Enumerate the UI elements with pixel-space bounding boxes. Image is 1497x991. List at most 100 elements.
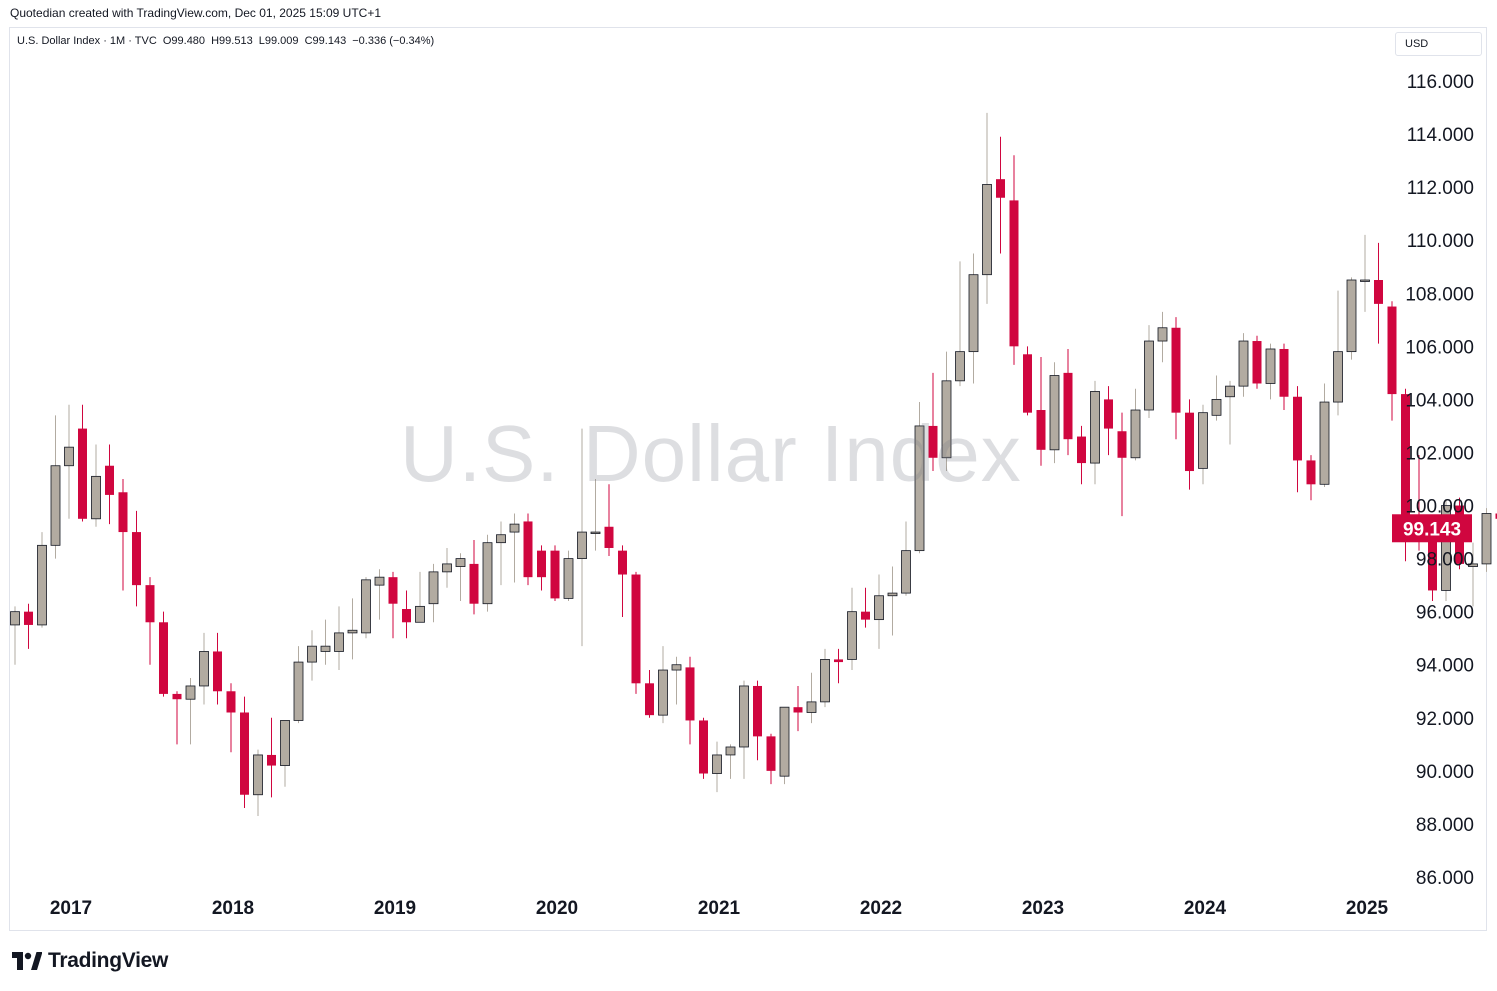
candle-2018-01[interactable] xyxy=(226,683,236,753)
candle-2019-10[interactable] xyxy=(509,513,520,583)
tradingview-logo[interactable]: TradingView xyxy=(12,949,168,973)
candle-2025-03[interactable] xyxy=(1387,301,1397,421)
candle-2018-08[interactable] xyxy=(320,619,331,665)
candle-2019-12[interactable] xyxy=(537,545,546,591)
candle-2017-12[interactable] xyxy=(213,632,222,705)
candle-2022-01[interactable] xyxy=(874,574,884,649)
candle-2023-03[interactable] xyxy=(1063,348,1073,456)
candle-2023-07[interactable] xyxy=(1117,412,1127,517)
candle-2019-11[interactable] xyxy=(523,513,533,586)
candle-2024-08[interactable] xyxy=(1293,386,1302,493)
candle-2018-07[interactable] xyxy=(307,630,317,681)
candle-2016-11[interactable] xyxy=(37,532,47,628)
candle-2017-01[interactable] xyxy=(64,404,74,519)
candle-2016-12[interactable] xyxy=(50,415,61,559)
candle-2024-01[interactable] xyxy=(1198,404,1208,485)
candle-2017-07[interactable] xyxy=(145,577,155,665)
candle-2019-08[interactable] xyxy=(482,534,493,612)
candle-2016-09[interactable] xyxy=(10,606,20,665)
candle-2020-08[interactable] xyxy=(645,670,654,718)
candle-2018-02[interactable] xyxy=(240,696,249,809)
candle-2017-06[interactable] xyxy=(132,510,141,607)
candle-2017-11[interactable] xyxy=(199,632,209,705)
candle-2022-04[interactable] xyxy=(914,402,925,554)
candle-2021-10[interactable] xyxy=(834,648,843,684)
candle-2020-11[interactable] xyxy=(685,656,695,745)
candle-2023-02[interactable] xyxy=(1049,362,1060,464)
candle-2018-04[interactable] xyxy=(267,717,276,798)
candle-2020-05[interactable] xyxy=(604,484,614,556)
candle-2017-02[interactable] xyxy=(78,404,87,522)
candle-2023-08[interactable] xyxy=(1130,388,1141,461)
candle-2024-02[interactable] xyxy=(1211,375,1222,421)
candle-2020-02[interactable] xyxy=(563,550,574,602)
candle-2020-01[interactable] xyxy=(550,545,560,602)
candle-2022-02[interactable] xyxy=(887,566,898,636)
candle-2023-10[interactable] xyxy=(1157,311,1168,363)
candle-2019-04[interactable] xyxy=(428,563,439,623)
candle-2025-10[interactable] xyxy=(1481,508,1492,572)
candle-2023-09[interactable] xyxy=(1144,325,1154,418)
candle-2023-12[interactable] xyxy=(1185,399,1194,490)
candle-2021-11[interactable] xyxy=(847,587,857,671)
candle-2020-06[interactable] xyxy=(618,545,627,617)
candle-2022-05[interactable] xyxy=(928,372,938,472)
candle-2018-09[interactable] xyxy=(334,606,344,671)
candle-2019-02[interactable] xyxy=(402,590,411,639)
candle-2022-11[interactable] xyxy=(1009,155,1019,365)
candle-2022-06[interactable] xyxy=(941,351,952,472)
candle-2020-04[interactable] xyxy=(590,479,601,551)
candle-2024-04[interactable] xyxy=(1238,333,1249,397)
candle-2018-05[interactable] xyxy=(280,720,290,787)
candle-2020-07[interactable] xyxy=(631,571,641,694)
candle-2022-10[interactable] xyxy=(996,136,1005,254)
candle-2024-09[interactable] xyxy=(1306,455,1316,501)
candle-2019-07[interactable] xyxy=(469,540,479,615)
candle-2021-01[interactable] xyxy=(712,741,722,793)
candle-2018-06[interactable] xyxy=(293,646,304,724)
candle-2018-03[interactable] xyxy=(253,749,263,816)
candle-2020-03[interactable] xyxy=(577,428,587,647)
legend-symbol[interactable]: U.S. Dollar Index · 1M · TVC xyxy=(17,35,157,47)
candle-2018-11[interactable] xyxy=(361,577,371,639)
candle-2017-04[interactable] xyxy=(105,444,114,525)
candle-2025-02[interactable] xyxy=(1374,242,1383,344)
candle-2021-08[interactable] xyxy=(806,672,817,724)
candle-2017-08[interactable] xyxy=(159,611,168,697)
candle-2021-12[interactable] xyxy=(861,587,870,628)
candle-2025-09[interactable] xyxy=(1468,542,1478,607)
candle-2017-05[interactable] xyxy=(118,479,128,591)
currency-selector[interactable]: USD xyxy=(1395,32,1482,56)
candle-2024-06[interactable] xyxy=(1265,343,1276,400)
candle-2018-10[interactable] xyxy=(347,598,358,660)
candle-2020-09[interactable] xyxy=(658,646,668,724)
candle-2022-12[interactable] xyxy=(1023,346,1032,416)
candle-2021-03[interactable] xyxy=(739,680,749,779)
candle-2021-06[interactable] xyxy=(779,706,790,785)
candle-2023-01[interactable] xyxy=(1036,356,1046,466)
candle-2021-04[interactable] xyxy=(753,680,762,761)
candle-2018-12[interactable] xyxy=(374,569,385,620)
candle-2019-09[interactable] xyxy=(496,521,506,586)
candle-2022-07[interactable] xyxy=(955,261,965,387)
candle-2025-11[interactable] xyxy=(1495,495,1497,532)
candle-2017-09[interactable] xyxy=(172,691,182,745)
candle-2020-12[interactable] xyxy=(699,717,708,779)
candle-2019-03[interactable] xyxy=(415,571,425,623)
candle-2022-03[interactable] xyxy=(901,521,911,596)
candle-2023-06[interactable] xyxy=(1104,386,1113,456)
candle-2021-09[interactable] xyxy=(820,648,830,708)
candle-2020-10[interactable] xyxy=(671,656,682,705)
candle-2024-03[interactable] xyxy=(1225,380,1235,445)
candle-2025-01[interactable] xyxy=(1360,234,1370,312)
candle-2019-06[interactable] xyxy=(455,553,466,602)
candle-2021-07[interactable] xyxy=(793,685,803,732)
candle-2019-05[interactable] xyxy=(442,547,452,588)
candle-2022-08[interactable] xyxy=(968,253,979,384)
candle-2023-04[interactable] xyxy=(1077,425,1086,485)
candle-2024-07[interactable] xyxy=(1279,343,1289,411)
candle-2023-05[interactable] xyxy=(1090,380,1100,485)
candle-2024-10[interactable] xyxy=(1319,383,1330,487)
candle-2023-11[interactable] xyxy=(1171,317,1181,440)
